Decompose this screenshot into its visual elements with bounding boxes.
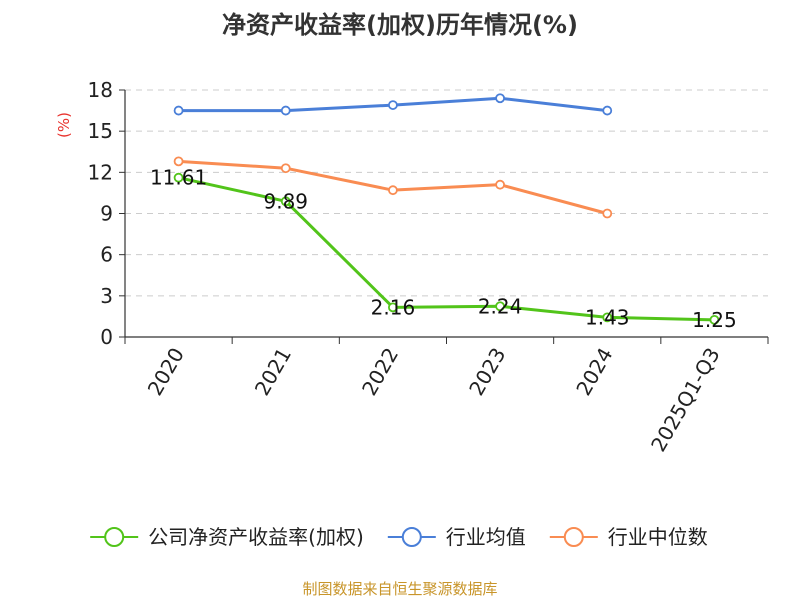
data-point [280,105,291,116]
legend-circle-marker [104,527,125,547]
data-labels: 11.61 9.89 2.16 2.24 1.43 1.25 [150,166,737,332]
data-point [173,156,184,167]
x-tick-label: 2022 [357,344,403,400]
legend-label: 公司净资产收益率(加权) [148,525,364,549]
x-tick-label: 2021 [250,344,296,400]
data-point [495,93,505,104]
y-tick-label: 3 [100,284,113,308]
data-point [602,208,613,219]
x-tick-label: 2023 [464,344,510,400]
x-tick-label: 2024 [571,344,617,400]
data-point [280,163,291,174]
x-tick-label: 2020 [143,344,189,400]
data-point [388,185,398,196]
data-point [495,301,505,312]
legend-circle-marker [563,527,584,547]
data-label: 1.25 [692,308,737,332]
chart-title: 净资产收益率(加权)历年情况(%) [222,11,578,39]
legend-item-2[interactable]: 行业中位数 [549,525,708,549]
legend-item-1[interactable]: 行业均值 [387,525,526,549]
grid-lines [125,89,768,297]
data-point [388,100,398,110]
data-label: 1.43 [585,305,630,329]
legend-label: 行业中位数 [608,525,708,549]
data-point [602,105,613,116]
data-point [388,302,398,313]
data-point [173,105,184,116]
data-point [173,172,184,183]
x-tick-label: 2025Q1-Q3 [646,344,725,456]
y-tick-label: 18 [88,78,113,102]
y-tick-label: 12 [88,160,113,184]
data-point [280,196,291,207]
data-label: 11.61 [150,166,207,190]
series-line-0 [178,176,715,322]
y-tick-label: 9 [100,202,113,226]
legend-circle-marker [401,527,422,547]
data-source-note: 制图数据来自恒生聚源数据库 [302,580,497,598]
data-label: 9.89 [263,189,308,213]
legend-label: 行业均值 [446,525,526,549]
y-tick-label: 15 [88,119,113,143]
y-axis-label: (%) [55,112,73,138]
legend: 公司净资产收益率(加权) 行业均值 行业中位数 [90,525,708,549]
y-tick-label: 6 [100,243,113,267]
y-tick-label: 0 [100,325,113,349]
series-lines [173,93,720,325]
data-label: 2.24 [478,294,523,318]
data-point [602,312,613,323]
axes: 0 3 6 9 12 15 18 2020 2021 2022 2023 2024 2025Q1-Q3 [88,78,769,456]
data-point [495,179,505,190]
data-label: 2.16 [371,295,416,319]
data-point [709,314,720,325]
legend-item-0[interactable]: 公司净资产收益率(加权) [90,525,364,549]
